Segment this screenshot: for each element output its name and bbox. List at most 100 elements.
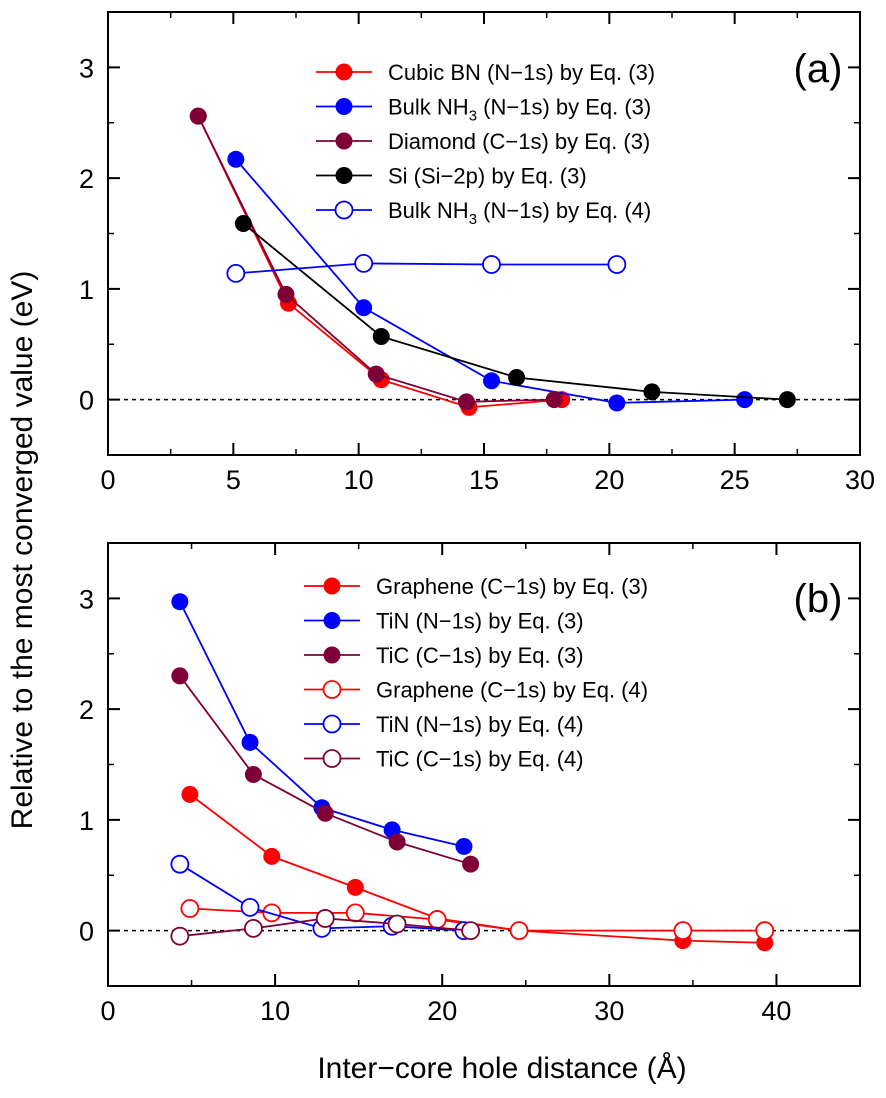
data-point-a-4: [778, 391, 796, 409]
data-point-b-3: [316, 804, 334, 822]
data-point-b-2: [455, 837, 473, 855]
data-point-b-5: [170, 854, 190, 874]
data-point-a-2: [483, 372, 501, 390]
data-point-b-5: [240, 897, 260, 917]
legend-marker-b-5: [322, 714, 342, 734]
x-tick-label: 20: [427, 996, 457, 1026]
data-point-b-1: [181, 785, 199, 803]
series-line-a-5: [235, 262, 617, 275]
legend-marker-b-2: [323, 612, 341, 629]
legend-label-a-5: Bulk NH3 (N−1s) by Eq. (4): [388, 198, 651, 228]
data-point-a-4: [643, 383, 661, 401]
data-point-a-5: [226, 263, 246, 283]
series-line-a-3: [197, 115, 555, 403]
data-point-a-3: [367, 365, 385, 383]
legend-marker-a-1: [335, 63, 353, 81]
data-point-b-4: [345, 903, 365, 923]
y-tick-label: 2: [79, 695, 94, 725]
x-tick-label: 10: [260, 996, 290, 1026]
panel-a-chart: 0 5 10 15 20 25 30 0 1 2 3 (a) Cubic BN (N−1s) by Eq…: [79, 11, 875, 495]
y-tick-label: 3: [79, 584, 94, 614]
data-point-b-6: [243, 919, 263, 938]
y-tick-label: 0: [79, 386, 94, 416]
x-tick-label: 30: [845, 465, 875, 495]
data-point-a-5: [607, 255, 627, 274]
x-tick-label: 5: [226, 465, 241, 495]
legend-marker-b-3: [323, 646, 341, 664]
data-point-a-2: [608, 394, 626, 412]
data-point-a-3: [457, 393, 475, 411]
data-point-b-6: [170, 926, 190, 946]
data-point-a-2: [227, 150, 245, 168]
panel-label-b: (b): [794, 577, 843, 621]
data-point-b-6: [315, 909, 335, 928]
legend-label-b-4: Graphene (C−1s) by Eq. (4): [376, 678, 648, 703]
x-tick-label: 10: [344, 465, 374, 495]
legend-label-b-2: TiN (N−1s) by Eq. (3): [376, 609, 584, 634]
y-tick-label: 0: [79, 917, 94, 947]
data-point-b-3: [388, 833, 406, 851]
legend-marker-b-1: [323, 577, 341, 595]
y-tick-label: 1: [79, 806, 94, 836]
legend-label-tail: (N−1s) by Eq. (3): [477, 95, 651, 120]
data-point-a-2: [355, 299, 373, 317]
data-point-a-4: [234, 215, 252, 233]
legend-label-b-1: Graphene (C−1s) by Eq. (3): [376, 574, 648, 599]
data-point-a-4: [372, 327, 390, 345]
data-point-a-5: [354, 254, 374, 273]
panel-label-a: (a): [794, 47, 843, 91]
legend-marker-b-6: [322, 749, 342, 768]
data-point-b-4: [180, 899, 200, 918]
y-tick-label: 1: [79, 275, 94, 305]
data-point-a-3: [545, 391, 563, 409]
data-point-b-4: [427, 910, 447, 929]
legend-label-b-6: TiC (C−1s) by Eq. (4): [376, 747, 584, 772]
legend-label-a-3: Diamond (C−1s) by Eq. (3): [388, 129, 650, 154]
x-tick-label: 30: [594, 996, 624, 1026]
legend-marker-a-3: [335, 132, 353, 150]
data-point-a-2: [736, 391, 754, 409]
data-point-b-6: [387, 914, 407, 934]
data-point-b-3: [244, 765, 262, 783]
data-point-a-5: [482, 255, 501, 274]
legend-label-subscript: 3: [469, 211, 477, 228]
legend-label-a-4: Si (Si−2p) by Eq. (3): [388, 164, 587, 189]
data-point-b-4: [673, 921, 693, 941]
y-tick-label: 3: [79, 53, 94, 83]
x-tick-label: 0: [100, 465, 115, 495]
data-point-b-2: [241, 733, 259, 751]
data-point-b-1: [263, 847, 281, 865]
data-point-b-3: [171, 667, 189, 685]
data-point-a-3: [277, 285, 295, 303]
legend-label-a-1: Cubic BN (N−1s) by Eq. (3): [388, 60, 655, 85]
y-tick-label: 2: [79, 164, 94, 194]
data-point-b-3: [462, 855, 480, 873]
legend-marker-a-4: [335, 167, 353, 184]
panel-b-chart: 0 10 20 30 40 0 1 2 3 (b) Graphene (C−1s) by Eq. (…: [79, 542, 861, 1026]
legend-marker-a-5: [334, 200, 354, 220]
data-point-a-3: [189, 107, 207, 125]
x-axis-label: Inter−core hole distance (Å): [317, 1052, 686, 1085]
y-axis-label: Relative to the most converged value (eV…: [6, 271, 39, 830]
x-tick-label: 0: [100, 996, 115, 1026]
legend-label-tail: (N−1s) by Eq. (4): [477, 198, 651, 223]
x-tick-label: 25: [720, 465, 750, 495]
legend-label-a-2: Bulk NH3 (N−1s) by Eq. (3): [388, 95, 651, 125]
data-point-b-6: [461, 921, 481, 941]
legend-label-b-5: TiN (N−1s) by Eq. (4): [376, 712, 584, 737]
data-point-b-4: [755, 921, 775, 941]
x-tick-label: 15: [469, 465, 499, 495]
series-line-a-2: [235, 158, 745, 404]
legend-label-subscript: 3: [469, 108, 477, 125]
series-line-a-1: [197, 115, 562, 409]
legend-label-b-3: TiC (C−1s) by Eq. (3): [376, 643, 584, 668]
data-point-b-2: [171, 593, 189, 611]
data-point-b-1: [346, 878, 364, 896]
x-tick-label: 20: [594, 465, 624, 495]
data-point-b-4: [509, 921, 529, 941]
data-point-a-4: [508, 368, 526, 386]
legend-marker-b-4: [322, 680, 342, 699]
x-tick-label: 40: [761, 996, 791, 1026]
legend-marker-a-2: [335, 98, 353, 115]
